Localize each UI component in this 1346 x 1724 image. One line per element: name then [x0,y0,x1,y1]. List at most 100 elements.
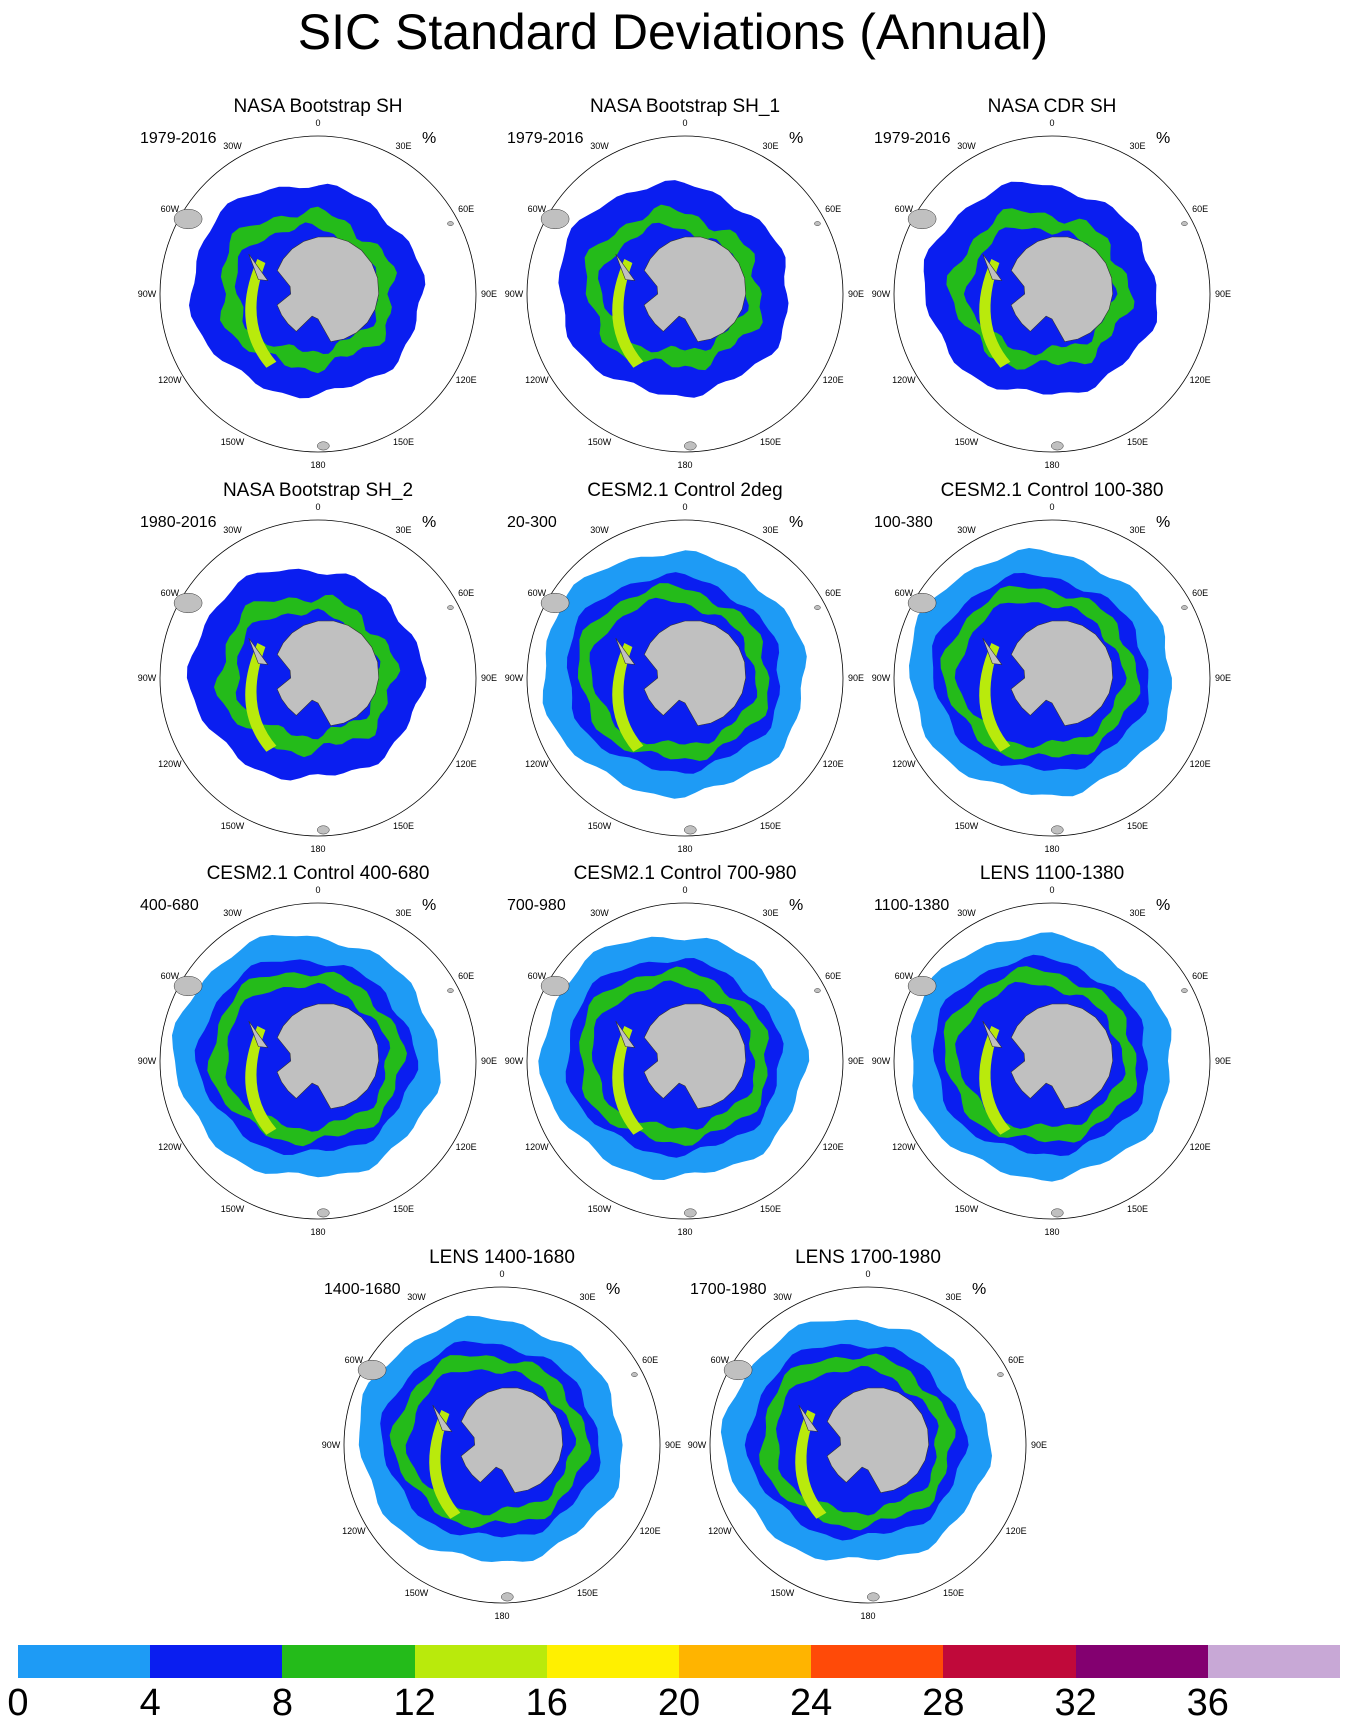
antarctica-landmass [276,236,380,343]
longitude-label: 60W [160,587,180,598]
longitude-label: 150W [587,437,612,448]
longitude-label: 120E [822,1141,844,1152]
panel-title: CESM2.1 Control 400-680 [206,863,430,884]
longitude-label: 90W [137,289,157,299]
land-fragment [1181,221,1188,226]
antarctica-landmass [643,1003,747,1110]
land-fragment [1051,441,1064,451]
panel-title: CESM2.1 Control 700-980 [573,863,797,884]
longitude-label: 30W [223,524,242,535]
longitude-label: 150W [587,821,612,832]
map-panel: NASA Bootstrap SH_2 1980-2016% 0 30E 60E 90E 1… [128,480,508,860]
polar-map [526,135,844,453]
longitude-label: 150W [770,1588,795,1599]
antarctic-peninsula [615,253,636,281]
panel-title: NASA CDR SH [987,96,1117,117]
map-panel: CESM2.1 Control 400-680 400-680% 0 30E 60E 90… [128,863,508,1243]
sic-high-variability-band [612,643,644,752]
longitude-label: 60W [894,203,914,214]
longitude-label: 30E [1129,140,1146,151]
longitude-label: 60E [825,203,842,214]
longitude-label: 120E [822,374,844,385]
colorbar-tick-label: 4 [139,1682,161,1724]
longitude-label: 0 [865,1269,871,1279]
map-panel: NASA CDR SH 1979-2016% 0 30E 60E 90E 120E 150E 1… [862,96,1242,476]
map-panel: LENS 1700-1980 1700-1980% 0 30E 60E 90E 120E 15… [678,1247,1058,1627]
panel-title: CESM2.1 Control 100-380 [940,480,1164,501]
longitude-label: 30E [395,907,412,918]
panel-title: NASA Bootstrap SH_2 [222,480,414,501]
longitude-label: 90W [871,673,891,683]
colorbar-box [414,1645,547,1678]
longitude-label: 60W [527,203,547,214]
longitude-label: 0 [315,885,321,895]
longitude-label: 150E [759,437,782,448]
longitude-label: 150W [220,437,245,448]
longitude-label: 0 [499,1269,505,1279]
colorbar-box [150,1645,283,1678]
longitude-label: 30W [590,140,609,151]
longitude-label: 0 [682,885,688,895]
colorbar-tick-label: 20 [657,1682,701,1724]
unit-label: % [789,130,804,147]
longitude-label: 120W [158,758,182,769]
longitude-label: 180 [310,460,326,470]
colorbar-box [1207,1645,1341,1678]
panel-period: 20-300 [507,514,557,531]
antarctic-peninsula [248,253,269,281]
longitude-label: 60W [894,587,914,598]
colorbar-box [943,1645,1076,1678]
longitude-label: 90E [1214,1056,1232,1066]
longitude-label: 30W [590,524,609,535]
colorbar-box [1075,1645,1208,1678]
longitude-label: 60W [160,970,180,981]
land-fragment [447,221,454,226]
longitude-label: 0 [682,118,688,128]
colorbar-tick-label: 16 [525,1682,568,1724]
longitude-label: 60W [527,970,547,981]
longitude-label: 60E [1192,970,1209,981]
land-fragment [684,825,697,835]
colorbar-box [679,1645,812,1678]
longitude-label: 60E [825,970,842,981]
longitude-label: 180 [677,844,693,854]
unit-label: % [422,130,437,147]
longitude-label: 180 [1044,460,1060,470]
longitude-label: 150E [759,821,782,832]
longitude-label: 120W [892,758,916,769]
longitude-label: 60W [344,1354,364,1365]
longitude-label: 150W [954,437,979,448]
panel-period: 1979-2016 [140,130,217,147]
land-fragment [814,988,821,993]
unit-label: % [789,897,804,914]
longitude-label: 90W [137,673,157,683]
longitude-label: 120W [158,374,182,385]
longitude-label: 150E [392,437,415,448]
longitude-label: 150E [392,1204,415,1215]
colorbar [18,1645,1341,1678]
land-fragment [317,441,330,451]
longitude-label: 30W [957,524,976,535]
longitude-label: 0 [1049,118,1055,128]
longitude-label: 120W [158,1141,182,1152]
antarctic-peninsula [248,1020,269,1048]
colorbar-tick-label: 8 [271,1682,293,1724]
sic-high-variability-band [245,1026,277,1135]
colorbar-box [18,1645,151,1678]
land-fragment [907,208,937,230]
antarctic-peninsula [615,637,636,665]
longitude-label: 30E [762,140,779,151]
land-fragment [173,592,203,614]
longitude-label: 60W [160,203,180,214]
antarctica-landmass [1010,1003,1114,1110]
antarctic-peninsula [982,1020,1003,1048]
longitude-label: 60E [458,203,475,214]
sic-high-variability-band [612,1026,644,1135]
longitude-label: 120E [455,1141,477,1152]
sic-high-variability-band [979,259,1011,368]
colorbar-box [546,1645,680,1678]
longitude-label: 120E [455,374,477,385]
longitude-label: 60E [642,1354,659,1365]
colorbar-box [282,1645,415,1678]
longitude-label: 30W [957,907,976,918]
